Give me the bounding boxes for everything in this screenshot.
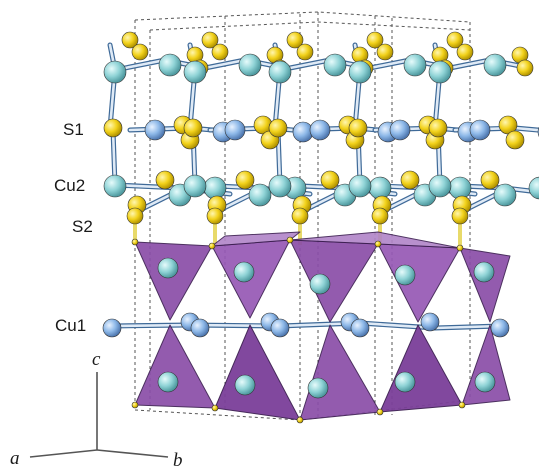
label-cu1: Cu1 — [55, 316, 86, 335]
copper-atom — [483, 53, 507, 77]
copper-atom — [403, 53, 427, 77]
sulfur-atom — [268, 118, 288, 138]
copper-atom — [268, 60, 292, 84]
sulfur-atom — [155, 170, 175, 190]
sulfur-atom — [348, 118, 368, 138]
copper-atom — [234, 374, 256, 396]
copper-atom — [157, 257, 179, 279]
copper-atom — [233, 261, 255, 283]
sulfur-atom — [131, 238, 139, 246]
sulfur-atom — [428, 118, 448, 138]
site-labels: S1 Cu2 S2 Cu1 — [54, 120, 93, 335]
lower-layers — [102, 236, 510, 424]
sulfur-atom — [400, 170, 420, 190]
sulfur-atom — [296, 416, 304, 424]
copper-atom — [368, 176, 392, 200]
copper-atom — [103, 174, 127, 198]
sulfur-atom — [366, 31, 384, 49]
copper-atom — [428, 60, 452, 84]
copper-atom — [469, 119, 491, 141]
copper-atom — [270, 318, 290, 338]
sulfur-atom — [320, 170, 340, 190]
sulfur-atom — [376, 408, 384, 416]
copper-atom — [350, 318, 370, 338]
label-cu2: Cu2 — [54, 176, 85, 195]
copper-atom — [307, 377, 329, 399]
copper-atom — [248, 183, 272, 207]
sulfur-atom — [103, 118, 123, 138]
axis-a-line — [29, 449, 98, 458]
sulfur-atom — [371, 207, 389, 225]
sulfur-atom — [131, 401, 139, 409]
axis-b-label: b — [173, 450, 183, 468]
unit-cell-lines — [134, 11, 471, 421]
copper-atom — [389, 119, 411, 141]
sulfur-atom — [235, 170, 255, 190]
copper-atom — [420, 312, 440, 332]
upper-layers — [103, 31, 539, 225]
copper-atom — [493, 183, 517, 207]
sulfur-atom — [458, 401, 466, 409]
copper-atom — [183, 60, 207, 84]
sulfur-atom — [286, 31, 304, 49]
sulfur-atom — [456, 244, 464, 252]
sulfur-atom — [505, 130, 525, 150]
sulfur-atom — [291, 207, 309, 225]
copper-atom — [238, 53, 262, 77]
bond — [110, 323, 192, 328]
sulfur-atom — [183, 118, 203, 138]
copper-atom — [103, 60, 127, 84]
copper-atom — [428, 174, 452, 198]
sulfur-atom — [208, 242, 216, 250]
sulfur-atom — [206, 207, 224, 225]
sulfur-atom — [121, 31, 139, 49]
copper-atom — [190, 318, 210, 338]
copper-atom — [203, 176, 227, 200]
copper-atom — [528, 176, 539, 200]
copper-atom — [348, 60, 372, 84]
sulfur-atom — [211, 404, 219, 412]
axis-c-label: c — [92, 349, 101, 370]
copper-atom — [490, 318, 510, 338]
copper-atom — [448, 176, 472, 200]
sulfur-atom — [201, 31, 219, 49]
sulfur-atom — [451, 207, 469, 225]
copper-atom — [144, 119, 166, 141]
sulfur-atom — [131, 43, 149, 61]
copper-atom — [474, 371, 496, 393]
label-s1: S1 — [63, 120, 84, 139]
sulfur-atom — [211, 43, 229, 61]
copper-atom — [102, 318, 122, 338]
sulfur-atom — [480, 170, 500, 190]
copper-atom — [394, 264, 416, 286]
sulfur-atom — [126, 207, 144, 225]
copper-atom — [268, 174, 292, 198]
copper-atom — [224, 119, 246, 141]
sulfur-atom — [296, 43, 314, 61]
sulfur-atom — [516, 59, 534, 77]
copper-atom — [157, 371, 179, 393]
copper-atom — [309, 273, 331, 295]
copper-atom — [309, 119, 331, 141]
bond — [513, 126, 539, 132]
copper-atom — [348, 174, 372, 198]
axis-b-line — [96, 449, 169, 458]
sulfur-atom — [286, 236, 294, 244]
copper-atom — [183, 174, 207, 198]
copper-atom — [158, 53, 182, 77]
copper-atom — [394, 371, 416, 393]
axis-a-label: a — [10, 448, 20, 468]
axes-indicator: c a b — [10, 349, 183, 468]
sulfur-atom — [376, 43, 394, 61]
sulfur-atom — [456, 43, 474, 61]
label-s2: S2 — [72, 217, 93, 236]
copper-atom — [473, 261, 495, 283]
sulfur-atom — [374, 240, 382, 248]
sulfur-atom — [446, 31, 464, 49]
copper-atom — [323, 53, 347, 77]
